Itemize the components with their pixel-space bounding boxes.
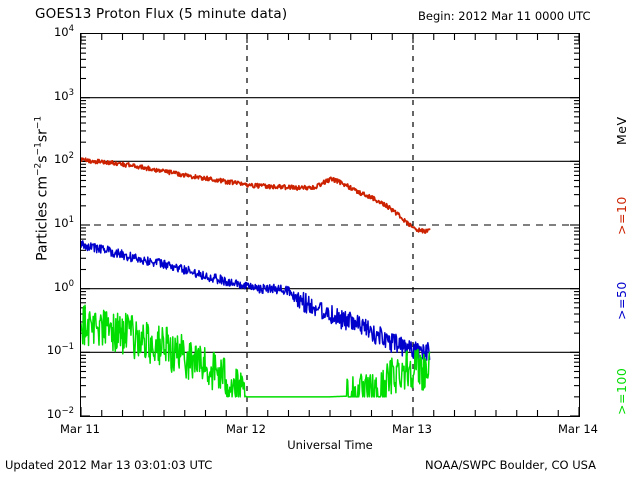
legend-item-ge100: >=100 xyxy=(614,367,629,415)
x-tick-label: Mar 14 xyxy=(558,422,598,436)
credit-label: NOAA/SWPC Boulder, CO USA xyxy=(425,458,597,472)
x-tick-label: Mar 11 xyxy=(60,422,100,436)
x-tick-label: Mar 12 xyxy=(226,422,266,436)
x-axis-label: Universal Time xyxy=(287,438,373,452)
begin-time-label: Begin: 2012 Mar 11 0000 UTC xyxy=(418,9,591,23)
legend-item-ge50: >=50 xyxy=(614,281,629,320)
day-boundary-lines xyxy=(246,34,414,416)
page-title: GOES13 Proton Flux (5 minute data) xyxy=(35,6,288,22)
y-tick-label: 10−2 xyxy=(46,406,74,421)
y-tick-label: 100 xyxy=(53,278,74,294)
y-tick-label: 104 xyxy=(53,24,74,39)
chart-svg xyxy=(81,34,579,416)
gridlines-group xyxy=(81,97,579,353)
y-tick-label: 102 xyxy=(53,151,74,167)
data-series-group xyxy=(81,157,431,398)
chart-plot-area xyxy=(80,33,580,417)
y-tick-label: 103 xyxy=(53,87,74,103)
updated-timestamp: Updated 2012 Mar 13 03:01:03 UTC xyxy=(5,458,213,472)
y-tick-label: 101 xyxy=(53,215,74,230)
x-tick-label: Mar 13 xyxy=(392,422,432,436)
y-tick-label: 10−1 xyxy=(46,342,74,358)
legend-unit-label: MeV xyxy=(614,116,629,145)
legend-item-ge10: >=10 xyxy=(614,196,629,235)
